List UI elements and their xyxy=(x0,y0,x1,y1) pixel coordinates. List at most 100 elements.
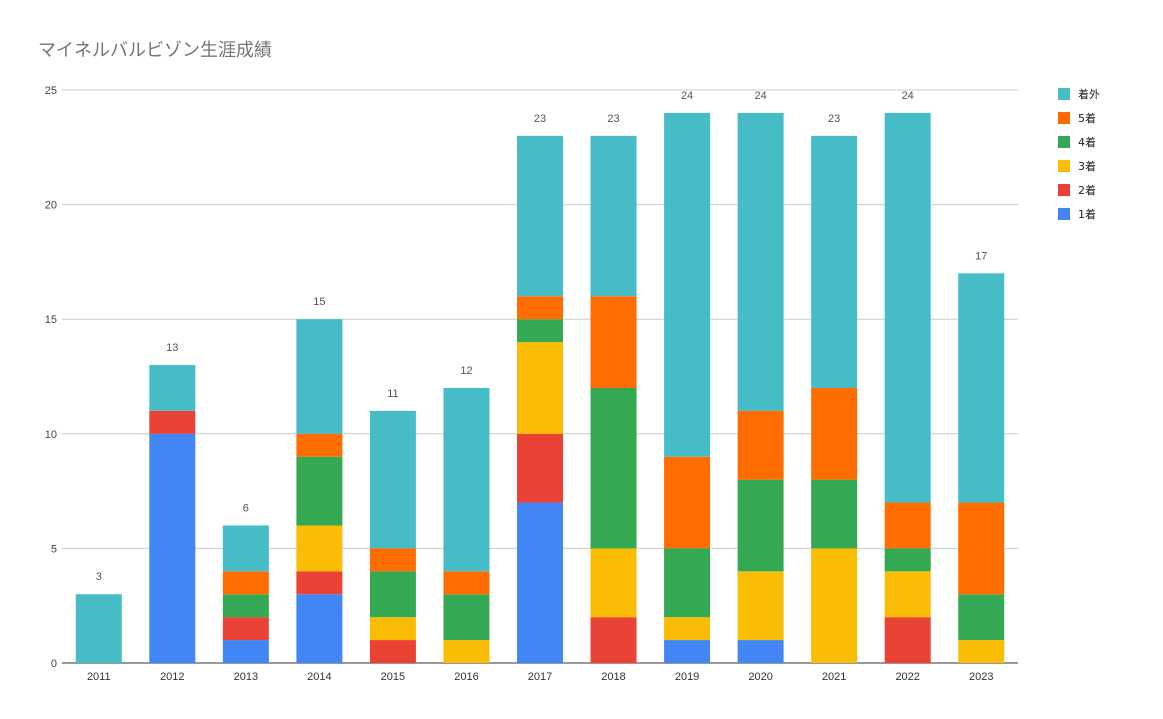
bar-segment xyxy=(737,112,784,411)
legend-item: 3着 xyxy=(1058,154,1100,178)
legend-swatch xyxy=(1058,208,1070,220)
bar-segment xyxy=(811,135,858,388)
bar-segment xyxy=(517,135,563,297)
bar-segment xyxy=(222,617,269,641)
y-tick-label: 5 xyxy=(51,543,57,555)
bar-segment xyxy=(149,410,196,434)
legend-label: 4着 xyxy=(1078,136,1096,149)
axis-labels: 0 5 10 15 20 25 2011 2012 2013 2014 2015 2016 2017 20… xyxy=(45,85,994,683)
legend-item: 着外 xyxy=(1058,82,1100,106)
bar-segment xyxy=(664,640,711,663)
bar-segment xyxy=(884,617,931,663)
x-tick-label: 2020 xyxy=(748,671,772,683)
x-tick-label: 2016 xyxy=(454,671,478,683)
bar-segment xyxy=(958,640,1005,663)
legend: 着外 5着 4着 3着 2着 1着 xyxy=(1058,82,1100,226)
bar-segment xyxy=(296,594,343,663)
bar-segment xyxy=(811,387,858,480)
bar-segment xyxy=(884,548,931,572)
bar-segment xyxy=(369,410,416,549)
bar-segment xyxy=(296,525,343,572)
bars xyxy=(75,112,1005,663)
bar-segment xyxy=(443,594,490,641)
x-tick-label: 2014 xyxy=(307,671,331,683)
x-tick-label: 2017 xyxy=(528,671,552,683)
bar-segment xyxy=(590,548,637,618)
bar-segment xyxy=(664,112,711,457)
bar-segment xyxy=(590,296,637,388)
total-label: 6 xyxy=(243,502,249,514)
x-tick-label: 2022 xyxy=(895,671,919,683)
bar-segment xyxy=(517,342,563,434)
bar-segment xyxy=(75,594,122,663)
total-label: 15 xyxy=(313,296,325,308)
total-label: 17 xyxy=(975,250,987,262)
bar-segment xyxy=(369,548,416,572)
total-label: 13 xyxy=(166,342,178,354)
total-label: 12 xyxy=(460,365,472,377)
bar-segment xyxy=(517,502,563,663)
bar-segment xyxy=(296,433,343,457)
legend-item: 5着 xyxy=(1058,106,1100,130)
total-label: 11 xyxy=(387,388,398,400)
bar-segment xyxy=(958,273,1005,503)
bar-segment xyxy=(811,548,858,663)
legend-label: 2着 xyxy=(1078,184,1096,197)
legend-swatch xyxy=(1058,112,1070,124)
chart-title: マイネルバルビゾン生涯成績 xyxy=(38,40,272,61)
bar-segment xyxy=(296,319,343,434)
bar-segment xyxy=(222,571,269,595)
total-label: 24 xyxy=(681,90,693,102)
legend-label: 3着 xyxy=(1078,160,1096,173)
bar-segment xyxy=(222,525,269,572)
bar-segment xyxy=(590,387,637,549)
x-tick-label: 2015 xyxy=(381,671,405,683)
total-label: 23 xyxy=(534,113,546,125)
legend-label: 1着 xyxy=(1078,208,1096,221)
x-tick-label: 2011 xyxy=(87,671,111,683)
total-labels: 3 13 6 15 11 12 23 23 24 24 23 24 17 xyxy=(96,90,988,583)
bar-segment xyxy=(443,640,490,663)
bar-segment xyxy=(737,410,784,480)
y-tick-label: 10 xyxy=(45,429,57,441)
bar-segment xyxy=(296,456,343,526)
bar-segment xyxy=(664,617,711,641)
bar-segment xyxy=(296,571,343,595)
bar-segment xyxy=(517,296,563,320)
bar-segment xyxy=(369,571,416,618)
bar-segment xyxy=(958,594,1005,641)
bar-segment xyxy=(590,617,637,663)
total-label: 24 xyxy=(754,90,766,102)
legend-swatch xyxy=(1058,160,1070,172)
x-tick-label: 2012 xyxy=(160,671,184,683)
bar-segment xyxy=(517,319,563,343)
legend-item: 2着 xyxy=(1058,178,1100,202)
legend-label: 着外 xyxy=(1078,88,1100,101)
legend-swatch xyxy=(1058,88,1070,100)
bar-segment xyxy=(222,640,269,663)
legend-swatch xyxy=(1058,184,1070,196)
y-tick-label: 15 xyxy=(45,314,57,326)
bar-segment xyxy=(737,479,784,572)
bar-segment xyxy=(884,571,931,618)
x-tick-label: 2023 xyxy=(969,671,993,683)
bar-segment xyxy=(149,433,196,663)
bar-segment xyxy=(443,571,490,595)
total-label: 24 xyxy=(902,90,914,102)
bar-segment xyxy=(664,456,711,549)
legend-item: 1着 xyxy=(1058,202,1100,226)
bar-segment xyxy=(222,594,269,618)
x-tick-label: 2019 xyxy=(675,671,699,683)
bar-segment xyxy=(590,135,637,297)
bar-segment xyxy=(517,433,563,503)
legend-swatch xyxy=(1058,136,1070,148)
total-label: 3 xyxy=(96,571,102,583)
y-tick-label: 0 xyxy=(51,658,57,670)
bar-segment xyxy=(664,548,711,618)
bar-segment xyxy=(149,365,196,411)
bar-segment xyxy=(884,502,931,549)
bar-segment xyxy=(737,640,784,663)
y-tick-label: 20 xyxy=(45,200,57,212)
bar-segment xyxy=(737,571,784,641)
